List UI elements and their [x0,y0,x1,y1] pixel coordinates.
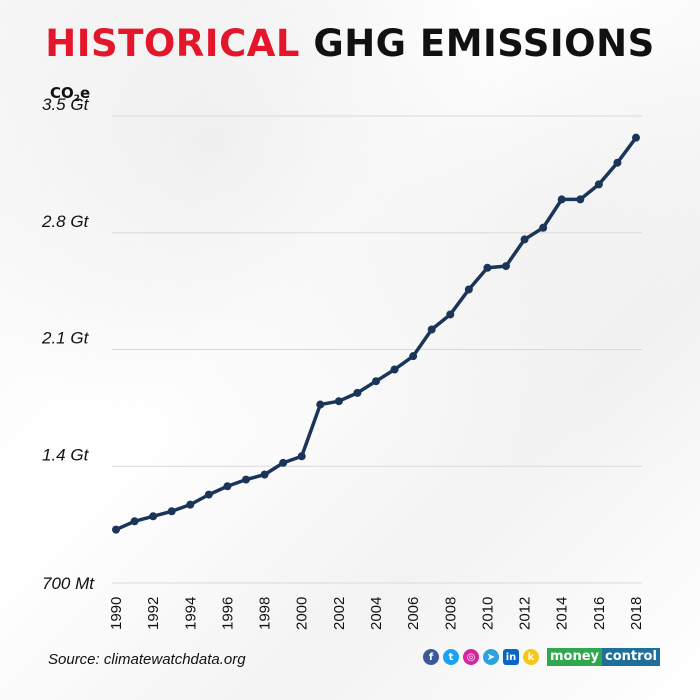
title-highlight: HISTORICAL [45,22,300,65]
data-point [464,285,473,294]
data-point [279,458,288,467]
y-tick-label: 3.5 Gt [42,95,90,114]
x-tick-label: 2016 [591,597,608,630]
facebook-icon[interactable]: f [423,649,439,665]
x-tick-label: 2002 [331,597,348,630]
instagram-icon[interactable]: ◎ [463,649,479,665]
chart-title: HISTORICAL GHG EMISSIONS [0,22,700,65]
x-tick-label: 2008 [442,597,459,630]
linkedin-icon[interactable]: in [503,649,519,665]
unit-suffix: e [80,84,91,102]
x-tick-label: 1998 [257,597,274,630]
y-axis-ticks: 700 Mt 1.4 Gt 2.1 Gt 2.8 Gt 3.5 Gt [41,95,95,593]
koo-icon[interactable]: k [523,649,539,665]
data-point [353,388,362,397]
data-point [483,263,492,272]
x-tick-label: 2004 [368,597,385,630]
y-tick-label: 2.8 Gt [41,212,90,231]
data-point [390,365,399,374]
telegram-icon[interactable]: ➤ [483,649,499,665]
x-tick-label: 2018 [628,597,645,630]
x-tick-label: 2010 [479,597,496,630]
data-point [409,352,418,361]
x-tick-label: 1992 [145,597,162,630]
data-point [112,525,120,534]
y-axis-unit: CO2e [50,84,90,104]
data-point [594,180,603,189]
x-tick-label: 2014 [554,597,571,630]
brand-control: control [602,648,660,666]
twitter-icon[interactable]: t [443,649,459,665]
data-point [260,470,269,479]
x-tick-label: 2000 [294,597,311,630]
data-point [186,500,195,509]
series-line [114,135,638,532]
x-tick-label: 2006 [405,597,422,630]
x-tick-label: 2012 [517,597,534,630]
brand-money: money [547,648,603,666]
y-tick-label: 1.4 Gt [42,445,90,464]
x-tick-label: 1990 [108,597,125,630]
data-point [632,133,640,142]
data-point [223,482,232,491]
series [112,133,640,534]
gridlines [112,115,642,584]
unit-sub: 2 [73,94,81,104]
data-point [204,490,213,499]
data-point [242,475,250,484]
data-point [149,512,158,521]
y-tick-label: 2.1 Gt [41,329,90,348]
unit-main: CO [50,84,74,102]
data-point [427,325,436,334]
data-point [316,400,325,409]
data-point [520,235,529,244]
data-point [576,195,585,204]
source-note: Source: climatewatchdata.org [48,651,246,668]
data-point [372,377,380,386]
x-tick-label: 1994 [182,597,199,630]
data-point [297,452,306,461]
data-point [130,517,139,526]
y-tick-label: 700 Mt [42,574,95,593]
data-point [557,195,566,204]
x-tick-label: 1996 [219,597,236,630]
data-point [334,397,343,406]
data-point [539,223,548,232]
social-icons: f t ◎ ➤ in k money control [423,648,660,666]
data-point [167,507,176,516]
data-point [446,310,455,319]
x-axis-ticks: 1990 1992 1994 1996 1998 2000 2002 2004 2006 2008… [108,597,645,630]
title-rest: GHG EMISSIONS [313,22,655,65]
data-point [502,262,510,271]
data-point [613,158,622,167]
moneycontrol-logo: money control [547,648,660,666]
